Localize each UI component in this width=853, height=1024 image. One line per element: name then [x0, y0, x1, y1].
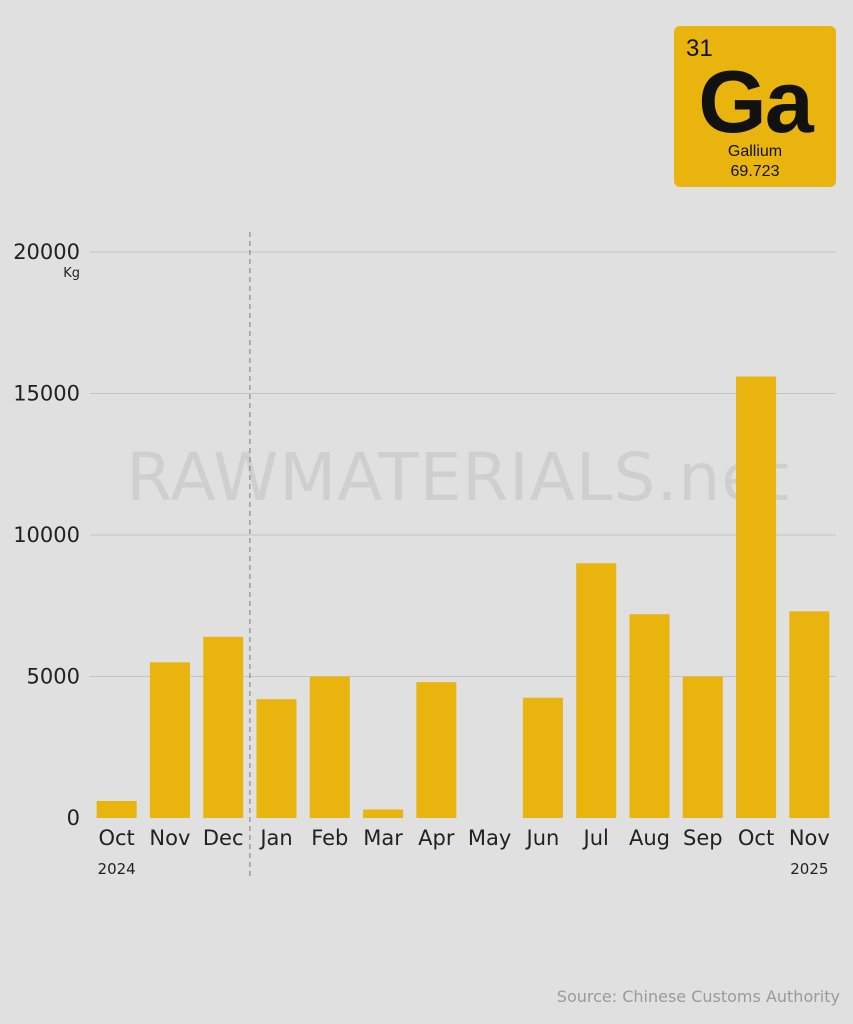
x-tick-label: Aug: [629, 826, 670, 850]
x-tick-label: May: [468, 826, 511, 850]
bar: [789, 611, 830, 818]
bar: [629, 614, 670, 818]
y-tick-label: 20000: [13, 240, 80, 264]
y-tick-label: 10000: [13, 523, 80, 547]
y-tick-label: 5000: [27, 665, 80, 689]
bar: [522, 697, 563, 818]
bar: [576, 563, 617, 818]
x-tick-label: Sep: [683, 826, 723, 850]
bar: [203, 636, 244, 818]
bar: [309, 676, 350, 818]
periodic-element-tile: 31 Ga Gallium 69.723: [674, 26, 836, 187]
atomic-number: 31: [686, 35, 713, 62]
x-tick-label: Nov: [149, 826, 190, 850]
x-tick-label: Oct: [738, 826, 774, 850]
x-tick-label: Apr: [418, 826, 455, 850]
bar: [363, 809, 404, 818]
source-note: Source: Chinese Customs Authority: [557, 987, 840, 1006]
year-label: 2025: [790, 860, 828, 878]
x-tick-label: Jun: [525, 826, 560, 850]
x-tick-label: Mar: [363, 826, 403, 850]
bar: [149, 662, 190, 818]
bar: [256, 699, 297, 818]
x-tick-label: Jul: [582, 826, 609, 850]
x-axis-ticks: Oct Nov Dec Jan Feb Mar Apr May Jun Jul Aug Sep Oct N…: [98, 826, 829, 850]
element-symbol: Ga: [698, 52, 813, 151]
bar: [682, 676, 723, 818]
year-labels: 2024 2025: [98, 860, 829, 878]
y-tick-label: 15000: [13, 382, 80, 406]
y-tick-label: 0: [67, 806, 80, 830]
year-label: 2024: [98, 860, 136, 878]
watermark: RAWMATERIALS.net: [126, 439, 789, 516]
x-tick-label: Jan: [258, 826, 292, 850]
x-tick-label: Nov: [789, 826, 830, 850]
x-tick-label: Oct: [98, 826, 134, 850]
bars: [96, 376, 830, 818]
bar: [96, 801, 137, 818]
bar: [736, 376, 777, 818]
atomic-mass: 69.723: [730, 163, 780, 180]
y-axis-ticks: 0 5000 10000 15000 20000: [13, 240, 80, 830]
element-name: Gallium: [727, 143, 783, 160]
x-tick-label: Feb: [311, 826, 348, 850]
x-tick-label: Dec: [203, 826, 244, 850]
y-axis-unit: Kg: [63, 266, 80, 281]
bar: [416, 682, 457, 818]
